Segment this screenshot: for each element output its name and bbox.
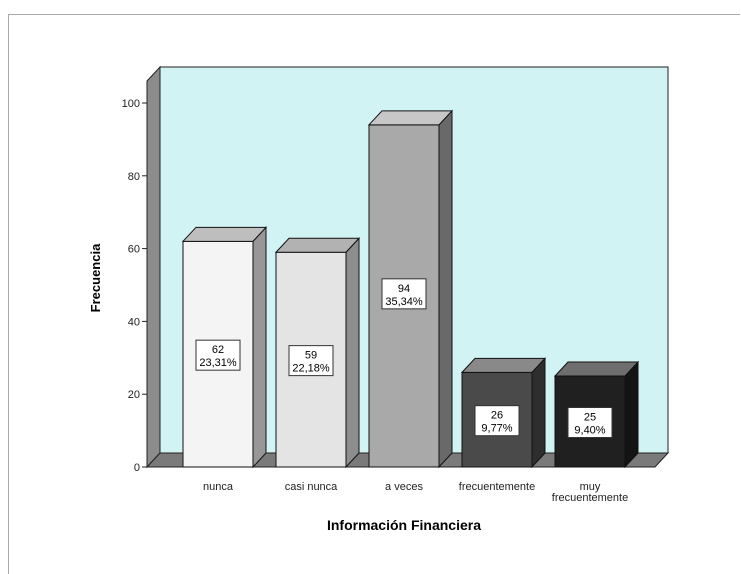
bar-5: 259,40% bbox=[553, 360, 640, 469]
y-axis-title: Frecuencia bbox=[88, 243, 103, 312]
data-label-value: 25 bbox=[584, 412, 596, 424]
y-axis: 0 20 40 60 80 100 bbox=[122, 81, 148, 474]
y-tick-label: 40 bbox=[128, 316, 140, 328]
data-label-value: 94 bbox=[398, 283, 410, 295]
x-category-label: a veces bbox=[385, 481, 423, 493]
data-label-value: 59 bbox=[305, 350, 317, 362]
y-tick-label: 100 bbox=[122, 98, 140, 110]
bar-top bbox=[274, 237, 361, 253]
data-label-value: 26 bbox=[491, 410, 503, 422]
bar-top bbox=[181, 226, 268, 242]
x-category-label: nunca bbox=[203, 481, 234, 493]
x-category-label: frecuentemente bbox=[459, 481, 535, 493]
bar-side bbox=[531, 357, 546, 469]
chart-frame bbox=[8, 14, 740, 574]
bar-top bbox=[367, 110, 454, 126]
x-category-label: muy bbox=[580, 481, 601, 493]
data-label-percent: 9,40% bbox=[574, 425, 605, 437]
x-category-label: casi nunca bbox=[285, 481, 338, 493]
plot-side-wall bbox=[146, 65, 161, 469]
bar-4: 269,77% bbox=[460, 357, 547, 469]
data-label-value: 62 bbox=[212, 344, 224, 356]
data-label-box bbox=[381, 278, 427, 310]
data-label-percent: 22,18% bbox=[292, 363, 330, 375]
bar-top bbox=[460, 357, 547, 373]
bar-top bbox=[553, 361, 640, 377]
data-label-box bbox=[567, 407, 613, 438]
x-axis-category-labels: nunca casi nunca a veces frecuentemente muyf… bbox=[203, 481, 628, 504]
bar-side bbox=[438, 109, 453, 469]
y-tick-label: 20 bbox=[128, 389, 140, 401]
bar-side bbox=[252, 226, 267, 469]
bar-side bbox=[624, 360, 639, 469]
data-label-box bbox=[195, 339, 241, 371]
x-category-label: frecuentemente bbox=[552, 492, 628, 504]
x-axis-title: Información Financiera bbox=[327, 517, 481, 533]
data-label-percent: 9,77% bbox=[481, 423, 512, 435]
y-tick-label: 60 bbox=[128, 244, 140, 256]
bar-side bbox=[345, 236, 360, 469]
data-label-box bbox=[474, 405, 520, 437]
y-tick-label: 0 bbox=[134, 462, 140, 474]
data-label-percent: 35,34% bbox=[385, 296, 423, 308]
y-tick-label: 80 bbox=[128, 171, 140, 183]
data-label-percent: 23,31% bbox=[199, 357, 237, 369]
data-label-box bbox=[288, 345, 334, 377]
